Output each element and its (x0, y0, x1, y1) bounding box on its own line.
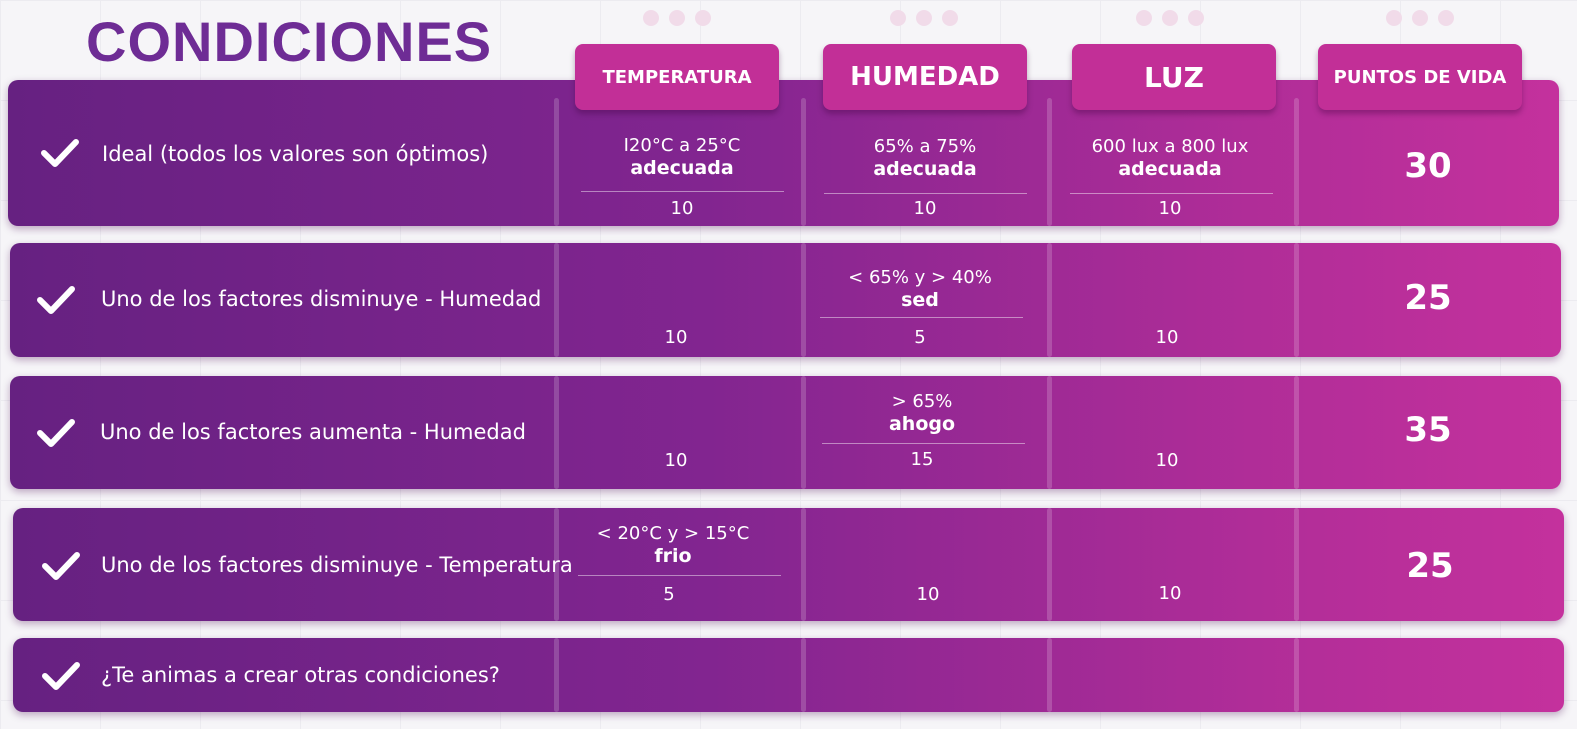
cell-rule (1070, 193, 1273, 194)
temperatura-range: < 20°C y > 15°C (596, 523, 750, 544)
luz-value: 10 (1155, 327, 1179, 348)
column-divider (801, 508, 806, 621)
check-icon (41, 656, 81, 696)
column-divider (554, 243, 559, 357)
condition-row-temperatura-disminuye: Uno de los factores disminuye - Temperat… (13, 508, 1564, 621)
humedad-range: > 65% (891, 391, 953, 412)
condition-label: Uno de los factores aumenta - Humedad (100, 420, 526, 444)
column-divider (1294, 508, 1299, 621)
condition-label: Ideal (todos los valores son óptimos) (102, 142, 489, 166)
condition-label: ¿Te animas a crear otras condiciones? (101, 663, 500, 687)
check-icon (40, 133, 80, 173)
condition-row-humedad-disminuye: Uno de los factores disminuye - Humedad … (10, 243, 1561, 357)
temperatura-value: 5 (663, 584, 675, 605)
cell-rule (824, 193, 1027, 194)
luz-range: 600 lux a 800 lux (1091, 136, 1249, 157)
condition-label: Uno de los factores disminuye - Temperat… (101, 553, 573, 577)
luz-state: adecuada (1118, 158, 1222, 180)
condition-label: Uno de los factores disminuye - Humedad (101, 287, 542, 311)
column-divider (1294, 638, 1299, 712)
check-icon (36, 413, 76, 453)
temperatura-state: adecuada (630, 157, 734, 179)
luz-value: 10 (1158, 198, 1182, 219)
puntos-de-vida-value: 35 (1404, 410, 1452, 450)
column-divider (1294, 98, 1299, 226)
humedad-condition: < 65% y > 40% sed (818, 266, 1022, 312)
page-title: CONDICIONES (86, 10, 493, 73)
column-divider (1294, 376, 1299, 489)
check-icon (41, 546, 81, 586)
luz-value: 10 (1155, 450, 1179, 471)
temperatura-condition: I20°C a 25°C adecuada (580, 134, 784, 180)
column-divider (1047, 376, 1052, 489)
column-divider (554, 98, 559, 226)
header-temperatura: TEMPERATURA (575, 44, 779, 110)
cell-rule (581, 191, 784, 192)
check-icon (36, 280, 76, 320)
puntos-de-vida-value: 25 (1404, 278, 1452, 318)
column-divider (801, 376, 806, 489)
humedad-range: < 65% y > 40% (848, 267, 992, 288)
cell-rule (822, 443, 1025, 444)
column-divider (1294, 243, 1299, 357)
column-divider (1047, 508, 1052, 621)
humedad-condition: 65% a 75% adecuada (823, 135, 1027, 181)
humedad-state: ahogo (888, 413, 956, 435)
column-divider (801, 638, 806, 712)
condition-row-crear: ¿Te animas a crear otras condiciones? (13, 638, 1564, 712)
humedad-condition: > 65% ahogo (820, 390, 1024, 436)
luz-value: 10 (1158, 583, 1182, 604)
puntos-de-vida-value: 30 (1404, 146, 1452, 186)
temperatura-value: 10 (670, 198, 694, 219)
header-luz: LUZ (1072, 44, 1276, 110)
column-divider (554, 638, 559, 712)
humedad-value: 15 (910, 449, 934, 470)
temperatura-value: 10 (664, 327, 688, 348)
cell-rule (820, 317, 1023, 318)
column-divider (801, 243, 806, 357)
humedad-state: adecuada (873, 158, 977, 180)
column-divider (801, 98, 806, 226)
condition-row-humedad-aumenta: Uno de los factores aumenta - Humedad 10… (10, 376, 1561, 489)
header-puntos-de-vida: PUNTOS DE VIDA (1318, 44, 1522, 110)
cell-rule (578, 575, 781, 576)
decorative-dots (1386, 10, 1454, 26)
header-humedad: HUMEDAD (823, 44, 1027, 110)
humedad-value: 5 (914, 327, 926, 348)
temperatura-condition: < 20°C y > 15°C frio (571, 522, 775, 568)
luz-condition: 600 lux a 800 lux adecuada (1068, 135, 1272, 181)
column-divider (554, 376, 559, 489)
condition-row-ideal: Ideal (todos los valores son óptimos) I2… (8, 80, 1559, 226)
temperatura-range: I20°C a 25°C (623, 135, 741, 156)
column-divider (1047, 638, 1052, 712)
column-divider (1047, 98, 1052, 226)
temperatura-value: 10 (664, 450, 688, 471)
humedad-state: sed (901, 289, 939, 311)
decorative-dots (643, 10, 711, 26)
column-divider (554, 508, 559, 621)
column-divider (1047, 243, 1052, 357)
temperatura-state: frio (654, 545, 692, 567)
puntos-de-vida-value: 25 (1406, 546, 1454, 586)
decorative-dots (890, 10, 958, 26)
humedad-value: 10 (913, 198, 937, 219)
humedad-value: 10 (916, 584, 940, 605)
humedad-range: 65% a 75% (873, 136, 977, 157)
decorative-dots (1136, 10, 1204, 26)
